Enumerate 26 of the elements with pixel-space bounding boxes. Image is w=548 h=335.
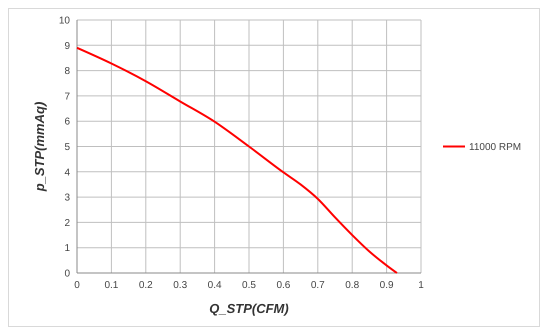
x-tick-label: 0.5 <box>242 280 256 291</box>
y-tick-label: 1 <box>64 243 70 254</box>
y-tick-label: 6 <box>64 116 70 128</box>
x-tick-label: 0 <box>74 280 80 291</box>
x-tick-label: 0.4 <box>208 280 222 291</box>
y-tick-label: 2 <box>64 218 70 229</box>
x-tick-label: 0.8 <box>345 280 360 291</box>
line-series <box>76 46 398 274</box>
x-axis-title: Q_STP(CFM) <box>209 301 289 316</box>
x-tick-label: 0.6 <box>276 280 291 291</box>
x-tick-label: 0.1 <box>104 280 119 291</box>
y-tick-label: 3 <box>64 192 70 204</box>
y-tick-label: 0 <box>64 268 70 280</box>
y-tick-label: 5 <box>64 142 70 153</box>
y-axis-title: p_STP(mmAq) <box>32 102 47 192</box>
y-tick-label: 4 <box>64 167 70 178</box>
x-tick-label: 0.3 <box>173 280 188 291</box>
x-tick-label: 0.7 <box>310 280 326 291</box>
y-tick-label: 9 <box>64 40 70 52</box>
y-tick-label: 10 <box>58 16 70 26</box>
x-tick-label: 0.2 <box>138 280 154 291</box>
y-tick-label: 8 <box>64 66 70 78</box>
y-tick-label: 7 <box>64 91 70 102</box>
x-tick-label: 1 <box>418 280 424 291</box>
legend-label: 11000 RPM <box>469 142 522 153</box>
x-tick-label: 0.9 <box>380 280 394 291</box>
